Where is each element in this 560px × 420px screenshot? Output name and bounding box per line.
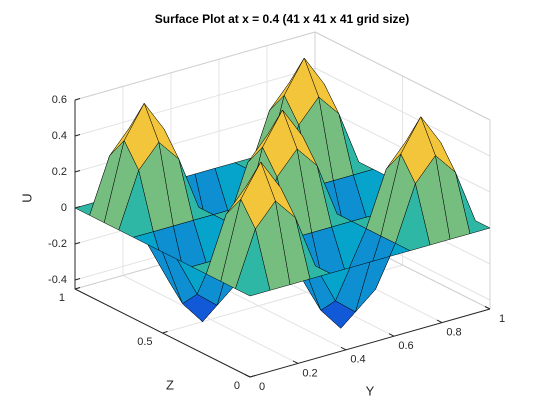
z-tick [249,375,256,378]
u-axis-label: U [19,193,34,202]
y-tick-label: 1 [499,313,505,325]
u-tick-label: -0.4 [48,274,67,286]
y-tick [244,374,251,378]
u-tick [74,242,81,245]
u-tick-label: 0.4 [52,130,67,142]
chart-title: Surface Plot at x = 0.4 (41 x 41 x 41 gr… [155,12,409,26]
z-tick [74,287,81,290]
grid-line [74,67,316,137]
y-tick [436,319,443,324]
u-tick [74,206,81,209]
z-tick-label: 0.5 [137,336,152,348]
z-tick [162,331,168,334]
grid-line [314,67,491,157]
y-axis-line [249,308,491,378]
box-edge [74,31,316,101]
u-tick [74,134,81,137]
y-axis-label: Y [366,383,375,398]
z-axis-label: Z [166,377,174,392]
box-edge [314,31,491,121]
y-tick [388,333,395,337]
u-tick [74,98,81,101]
u-tick-label: 0 [61,202,67,214]
y-tick [292,360,299,364]
u-tick [74,170,81,173]
u-tick-label: 0.2 [52,166,67,178]
z-tick-label: 0 [234,380,240,392]
u-tick [74,278,81,281]
y-tick-label: 0.4 [350,354,365,366]
surface-face [235,228,271,297]
u-tick-label: 0.6 [52,94,67,106]
u-tick-label: -0.2 [48,238,67,250]
y-tick [340,346,347,351]
y-tick-label: 0.6 [398,340,413,352]
y-tick-label: 0.2 [302,367,317,379]
y-tick-label: 0.8 [446,327,461,339]
y-tick [484,306,491,310]
z-tick-label: 1 [59,292,65,304]
y-tick-label: 0 [259,381,265,393]
